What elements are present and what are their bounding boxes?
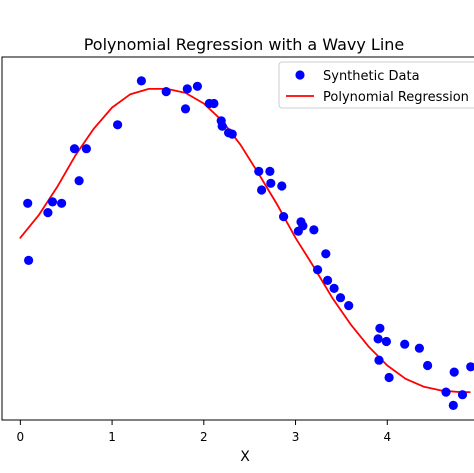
data-point-29 [309, 225, 319, 235]
data-point-10 [161, 87, 171, 97]
data-point-2 [43, 208, 53, 218]
legend-box [278, 61, 474, 109]
data-point-43 [423, 360, 433, 371]
data-point-46 [449, 367, 459, 377]
data-point-40 [384, 372, 394, 383]
data-point-35 [344, 301, 354, 311]
legend-label-0: Synthetic Data [323, 69, 420, 84]
x-tick-label-4: 4 [383, 430, 391, 444]
regression-line-layer [19, 88, 471, 394]
data-point-42 [414, 343, 424, 353]
data-point-17 [217, 121, 227, 131]
chart-title: Polynomial Regression with a Wavy Line [84, 35, 405, 54]
data-point-36 [373, 334, 383, 344]
regression-line [19, 88, 471, 394]
data-point-31 [321, 249, 331, 259]
data-point-4 [57, 198, 67, 208]
x-tick-label-3: 3 [292, 430, 300, 444]
scatter-points-layer [23, 76, 474, 410]
data-point-25 [279, 212, 289, 222]
data-point-9 [136, 76, 146, 86]
data-point-34 [335, 293, 346, 303]
x-tick-label-2: 2 [200, 430, 208, 444]
data-point-21 [257, 185, 267, 195]
data-point-15 [209, 98, 219, 109]
x-axis-label: X [240, 449, 250, 465]
data-point-48 [466, 362, 474, 372]
x-tick-label-0: 0 [17, 430, 25, 444]
data-point-39 [381, 336, 391, 347]
plot-frame [1, 56, 474, 421]
data-point-3 [47, 197, 58, 207]
data-point-20 [254, 166, 264, 176]
data-point-7 [81, 144, 91, 154]
data-point-1 [24, 255, 34, 265]
data-point-45 [448, 400, 458, 410]
data-point-13 [192, 81, 202, 91]
data-point-19 [227, 129, 237, 139]
data-point-6 [74, 176, 84, 186]
data-point-23 [266, 178, 276, 188]
data-point-0 [23, 198, 33, 208]
legend-label-1: Polynomial Regression [323, 90, 469, 105]
x-tick-label-1: 1 [108, 430, 116, 444]
data-point-37 [374, 355, 384, 365]
data-point-28 [298, 221, 308, 231]
plot-content [19, 76, 474, 410]
data-point-12 [182, 84, 192, 94]
data-point-33 [329, 283, 339, 293]
data-point-32 [323, 275, 333, 285]
data-point-8 [113, 120, 123, 130]
data-point-24 [277, 181, 287, 191]
legend: Synthetic Data Polynomial Regression [278, 61, 474, 109]
data-point-44 [441, 387, 451, 397]
data-point-41 [400, 339, 410, 349]
data-point-38 [375, 323, 385, 333]
x-axis: 012345 [17, 420, 391, 444]
data-point-11 [180, 104, 191, 114]
data-point-47 [457, 390, 468, 400]
data-point-5 [69, 144, 80, 154]
data-point-22 [265, 166, 275, 176]
legend-marker-0 [295, 70, 305, 80]
data-point-30 [313, 265, 323, 275]
